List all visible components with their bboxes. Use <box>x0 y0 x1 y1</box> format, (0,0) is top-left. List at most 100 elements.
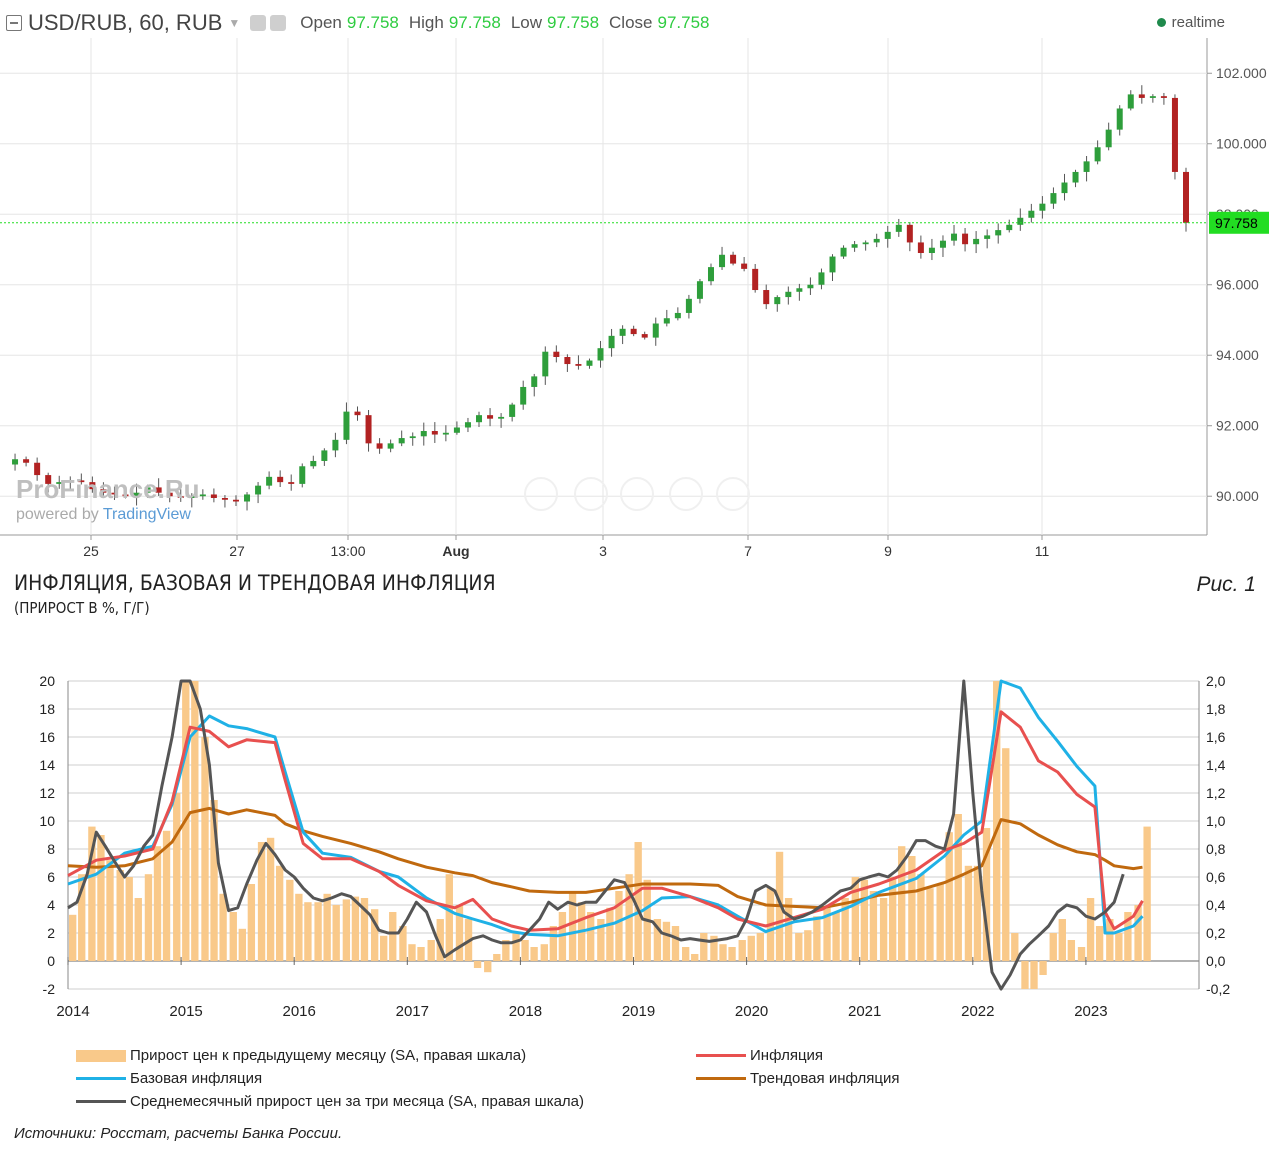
year-label: 2014 <box>56 1003 89 1020</box>
monthly-bar <box>653 919 662 961</box>
realtime-indicator: realtime <box>1156 14 1225 31</box>
profinance-watermark: ProFinance.Ru <box>16 474 200 504</box>
candle-body <box>299 466 306 484</box>
monthly-bar <box>275 865 284 961</box>
candle-body <box>829 256 836 273</box>
monthly-bar <box>69 914 77 961</box>
right-tick-label: 0,6 <box>1206 869 1226 885</box>
legend-label-inflation: Инфляция <box>750 1047 824 1064</box>
candle-body <box>111 492 118 495</box>
right-tick-label: 1,6 <box>1206 729 1226 745</box>
monthly-bar <box>898 846 906 961</box>
zoom-in-icon <box>669 477 703 511</box>
gear-icon[interactable] <box>270 15 287 31</box>
monthly-bar <box>813 916 821 961</box>
right-tick-label: 1,2 <box>1206 785 1226 801</box>
monthly-bar <box>521 940 529 961</box>
legend-item-monthly: Прирост цен к предыдущему месяцу (SA, пр… <box>76 1047 526 1064</box>
monthly-bar <box>982 828 991 961</box>
ohlc-open-label: Open <box>300 13 342 32</box>
left-tick-label: 2 <box>47 925 55 941</box>
monthly-bar <box>106 860 114 961</box>
monthly-bar <box>634 842 642 961</box>
monthly-bar <box>1077 947 1086 961</box>
candle-body <box>332 439 339 451</box>
monthly-bar <box>417 947 425 961</box>
source-note: Источники: Росстат, расчеты Банка России… <box>14 1125 343 1142</box>
eye-icon[interactable] <box>250 15 267 31</box>
candle-body <box>652 323 659 338</box>
candle-body <box>431 431 438 435</box>
monthly-bar <box>360 898 369 961</box>
year-label: 2022 <box>961 1003 994 1020</box>
monthly-bar <box>1039 961 1047 975</box>
left-tick-label: 4 <box>47 897 55 913</box>
monthly-bar <box>1106 919 1114 961</box>
monthly-bar <box>323 893 331 961</box>
monthly-bar <box>804 930 812 961</box>
monthly-bar <box>879 898 888 961</box>
symbol-label[interactable]: USD/RUB, 60, RUB <box>28 10 223 35</box>
candle-body <box>873 238 880 243</box>
candle-body <box>100 489 107 493</box>
monthly-bar <box>1143 826 1151 961</box>
candle-body <box>1183 171 1189 223</box>
candle-body <box>564 356 571 365</box>
monthly-bar <box>615 891 623 961</box>
ohlc-close-label: Close <box>609 13 653 32</box>
monthly-bar <box>512 933 520 961</box>
monthly-bar <box>1067 940 1076 961</box>
right-tick-label: 0,2 <box>1206 925 1226 941</box>
candle-body <box>696 281 703 299</box>
candle-body <box>685 298 692 313</box>
legend-item-trend: Трендовая инфляция <box>696 1070 899 1087</box>
left-tick-label: 18 <box>39 701 55 717</box>
monthly-bar <box>502 940 510 961</box>
candlestick-plot[interactable]: 90.00092.00094.00096.00098.000100.000102… <box>0 0 1280 565</box>
candle-body <box>531 376 538 387</box>
monthly-bar <box>606 907 614 961</box>
candle-body <box>553 351 560 357</box>
candle-body <box>56 482 63 484</box>
collapse-icon[interactable] <box>6 15 22 31</box>
legend-swatch-bar <box>76 1049 126 1062</box>
candle-body <box>763 290 770 305</box>
candle-body <box>23 459 30 463</box>
candle-body <box>398 438 405 444</box>
monthly-bar <box>945 832 953 961</box>
candle-body <box>884 231 891 239</box>
price-tick-label: 92.000 <box>1216 418 1259 434</box>
candle-body <box>707 267 714 282</box>
left-tick-label: 14 <box>39 757 55 773</box>
tradingview-link[interactable]: TradingView <box>102 506 191 523</box>
monthly-bar <box>662 921 671 961</box>
monthly-bar <box>304 902 312 961</box>
monthly-bar <box>219 893 227 961</box>
candle-body <box>906 224 913 243</box>
candle-body <box>310 460 317 467</box>
legend-item-3m: Среднемесячный прирост цен за три месяца… <box>76 1093 584 1110</box>
monthly-bar <box>389 912 397 961</box>
monthly-bar <box>427 940 435 961</box>
chevron-down-icon[interactable]: ▼ <box>228 16 241 30</box>
candle-body <box>807 284 814 289</box>
legend-swatch-core <box>76 1077 126 1080</box>
candle-body <box>199 494 206 497</box>
left-tick-label: 6 <box>47 869 55 885</box>
monthly-bar <box>125 877 133 961</box>
monthly-bar <box>1086 898 1095 961</box>
monthly-bar <box>399 926 407 961</box>
inflation-plot: -2 0 2 4 6 8 10 12 14 16 18 20 -0,2 0,0 0,2 0,4 0,6 0,8 1,… <box>39 673 1230 1020</box>
monthly-bar <box>1021 961 1029 989</box>
monthly-bar <box>549 926 558 961</box>
candle-body <box>1138 94 1145 98</box>
candle-body <box>586 360 593 366</box>
candle-body <box>1061 182 1068 194</box>
left-tick-label: 12 <box>39 785 55 801</box>
status-dot-icon <box>1156 18 1166 27</box>
left-tick-label: 0 <box>47 953 55 969</box>
candle-body <box>354 411 361 416</box>
monthly-bar <box>78 874 86 961</box>
core-inflation-line <box>67 679 1144 938</box>
candle-body <box>487 415 494 419</box>
